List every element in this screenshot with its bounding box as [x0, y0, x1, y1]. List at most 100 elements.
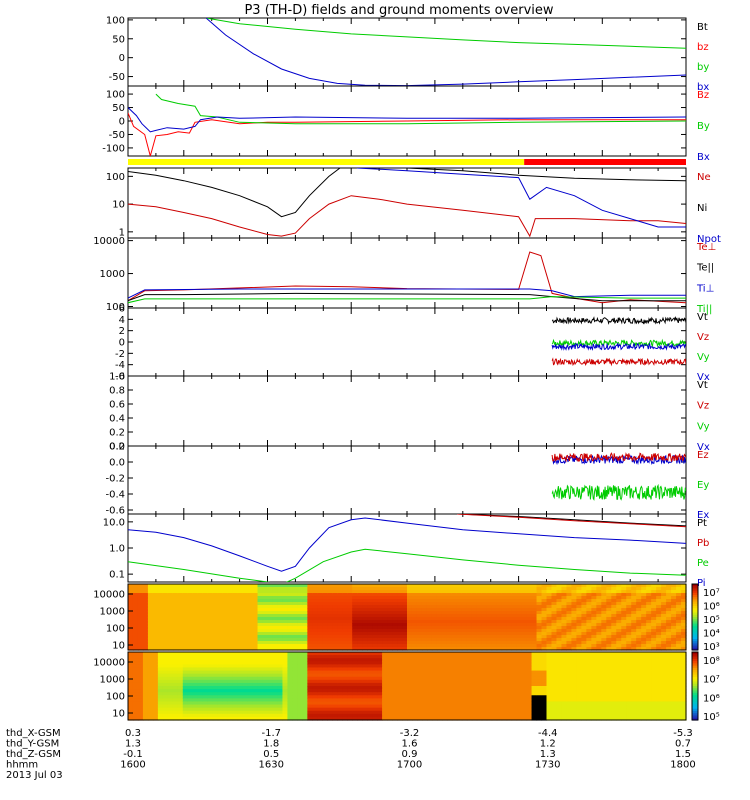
- spectro-cell: [132, 605, 139, 609]
- spectro-cell: [237, 629, 244, 633]
- spectro-cell: [257, 638, 264, 642]
- ytick-label: -50: [109, 72, 125, 83]
- spectro-cell: [641, 641, 647, 645]
- spectro-cell: [631, 638, 637, 642]
- spectro-cell: [496, 602, 503, 606]
- spectro-cell: [232, 679, 239, 684]
- spectro-cell: [611, 608, 617, 612]
- spectro-cell: [327, 608, 333, 612]
- spectro-cell: [581, 593, 587, 597]
- spectro-cell: [327, 599, 333, 603]
- spectro-cell: [212, 605, 219, 609]
- spectro-cell: [402, 590, 408, 594]
- spectro-cell: [227, 652, 234, 656]
- spectro-cell: [282, 590, 289, 594]
- spectro-cell: [481, 632, 488, 636]
- spectro-cell: [332, 701, 338, 706]
- spectro-cell: [167, 707, 174, 712]
- spectro-cell: [636, 584, 642, 588]
- spectro-cell: [207, 664, 214, 669]
- spectro-cell: [372, 632, 378, 636]
- spectro-cell: [441, 638, 448, 642]
- series-group: [128, 168, 686, 238]
- spectro-cell: [556, 629, 563, 633]
- series-Te⊥: [128, 251, 686, 304]
- spectro-cell: [362, 593, 368, 597]
- spectro-cell: [212, 647, 219, 651]
- spectro-cell: [566, 590, 573, 594]
- spectro-cell: [382, 692, 388, 696]
- spectro-cell: [377, 635, 383, 639]
- spectro-cell: [342, 692, 348, 696]
- spectro-cell: [581, 635, 587, 639]
- spectro-cell: [252, 617, 259, 621]
- spectro-cell: [262, 617, 269, 621]
- spectro-cell: [531, 698, 538, 703]
- spectro-cell: [491, 658, 498, 662]
- spectro-cell: [347, 707, 353, 712]
- series-Ez: [551, 452, 686, 463]
- spectro-cell: [382, 661, 388, 665]
- spectro-cell: [302, 701, 308, 706]
- spectro-cell: [416, 667, 423, 672]
- spectro-cell: [167, 629, 174, 633]
- spectro-cell: [362, 590, 368, 594]
- spectro-cell: [666, 599, 672, 603]
- spectro-cell: [441, 679, 448, 684]
- spectro-cell: [307, 584, 313, 588]
- ytick-label: 1000: [100, 607, 125, 618]
- spectro-cell: [521, 670, 528, 675]
- spectro-cell: [506, 638, 513, 642]
- spectro-cell: [362, 652, 368, 656]
- spectro-cell: [461, 647, 468, 651]
- spectro-cell: [347, 710, 353, 715]
- spectro-cell: [237, 587, 244, 591]
- spectro-cell: [446, 667, 453, 672]
- spectro-cell: [402, 707, 408, 712]
- spectro-cell: [202, 647, 209, 651]
- spectro-cell: [307, 698, 313, 703]
- colorbar-step: [692, 603, 698, 607]
- spectro-cell: [431, 670, 438, 675]
- spectro-cell: [561, 593, 568, 597]
- spectro-cell: [392, 682, 398, 687]
- spectro-cell: [207, 593, 214, 597]
- spectro-cell: [152, 593, 159, 597]
- spectro-cell: [426, 710, 433, 715]
- spectro-cell: [576, 620, 582, 624]
- spectro-cell: [551, 644, 558, 648]
- spectro-cell: [282, 614, 289, 618]
- spectro-cell: [661, 620, 667, 624]
- spectro-cell: [242, 707, 249, 712]
- spectro-cell: [162, 638, 169, 642]
- spectro-cell: [501, 716, 508, 721]
- spectro-cell: [152, 692, 159, 696]
- spectro-cell: [352, 704, 358, 709]
- spectro-cell: [232, 632, 239, 636]
- spectro-cell: [506, 716, 513, 721]
- spectro-cell: [541, 692, 548, 696]
- spectro-cell: [382, 704, 388, 709]
- spectro-cell: [471, 710, 478, 715]
- spectro-cell: [327, 638, 333, 642]
- spectro-cell: [152, 710, 159, 715]
- spectro-cell: [392, 584, 398, 588]
- spectro-cell: [481, 623, 488, 627]
- spectro-cell: [451, 629, 458, 633]
- spectro-cell: [561, 629, 568, 633]
- spectro-cell: [282, 599, 289, 603]
- spectro-cell: [237, 658, 244, 662]
- spectro-cell: [516, 689, 523, 693]
- spectro-cell: [147, 661, 154, 665]
- spectro-cell: [257, 689, 264, 693]
- spectro-cell: [272, 617, 279, 621]
- spectro-cell: [481, 698, 488, 703]
- spectro-cell: [546, 632, 553, 636]
- spectro-cell: [676, 614, 682, 618]
- spectro-cell: [267, 652, 274, 656]
- spectro-cell: [616, 590, 622, 594]
- spectro-cell: [312, 716, 318, 721]
- spectro-cell: [322, 664, 328, 669]
- spectro-cell: [152, 623, 159, 627]
- spectro-cell: [506, 635, 513, 639]
